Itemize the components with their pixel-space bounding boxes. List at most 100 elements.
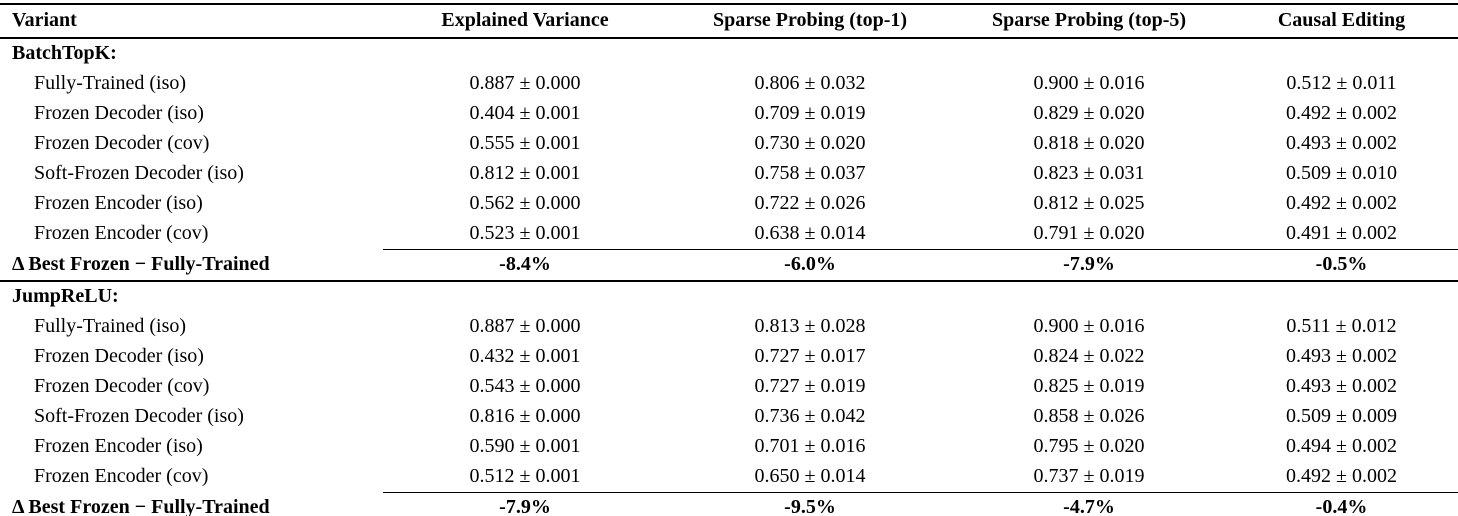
metric-value: 0.900 ± 0.016 — [1033, 72, 1145, 94]
table-row: Frozen Decoder (iso) 0.404 ± 0.001 0.709… — [0, 99, 1458, 129]
metric-value: 0.543 ± 0.000 — [469, 375, 581, 397]
variant-label: Frozen Decoder (cov) — [34, 132, 210, 154]
metric-value: 0.493 ± 0.002 — [1286, 132, 1397, 154]
table-row: Frozen Decoder (cov) 0.543 ± 0.000 0.727… — [0, 372, 1458, 402]
table-row: Soft-Frozen Decoder (iso) 0.812 ± 0.001 … — [0, 159, 1458, 189]
delta-value: -6.0% — [667, 249, 953, 282]
metric-value: 0.825 ± 0.019 — [1033, 375, 1145, 397]
delta-row: Δ Best Frozen − Fully-Trained -8.4% -6.0… — [0, 249, 1458, 282]
metric-value: 0.511 ± 0.012 — [1286, 315, 1397, 337]
metric-value: 0.492 ± 0.002 — [1286, 465, 1397, 487]
section-header-row: JumpReLU: — [0, 281, 1458, 312]
metric-value: 0.512 ± 0.011 — [1286, 72, 1397, 94]
column-header-sparse-probing-top5: Sparse Probing (top-5) — [953, 3, 1225, 39]
results-table: Variant Explained Variance Sparse Probin… — [0, 3, 1458, 516]
metric-value: 0.730 ± 0.020 — [754, 132, 866, 154]
variant-label: Frozen Encoder (cov) — [34, 222, 209, 245]
variant-label: Frozen Encoder (cov) — [34, 465, 209, 488]
metric-value: 0.512 ± 0.001 — [469, 465, 581, 487]
table-row: Frozen Encoder (iso) 0.590 ± 0.001 0.701… — [0, 432, 1458, 462]
empty-cell — [383, 281, 667, 312]
table-row: Soft-Frozen Decoder (iso) 0.816 ± 0.000 … — [0, 402, 1458, 432]
section-title-batchtopk: BatchTopK: — [12, 42, 117, 64]
metric-value: 0.736 ± 0.042 — [754, 405, 866, 427]
header-row: Variant Explained Variance Sparse Probin… — [0, 3, 1458, 39]
metric-value: 0.900 ± 0.016 — [1033, 315, 1145, 337]
table-row: Frozen Encoder (cov) 0.523 ± 0.001 0.638… — [0, 219, 1458, 250]
section-batchtopk: BatchTopK: Fully-Trained (iso) 0.887 ± 0… — [0, 38, 1458, 282]
metric-value: 0.813 ± 0.028 — [754, 315, 866, 337]
metric-value: 0.722 ± 0.026 — [754, 192, 866, 214]
variant-label: Fully-Trained (iso) — [34, 315, 187, 337]
metric-value: 0.494 ± 0.002 — [1286, 435, 1397, 457]
empty-cell — [667, 281, 953, 312]
metric-value: 0.638 ± 0.014 — [754, 222, 866, 244]
empty-cell — [667, 38, 953, 69]
column-header-causal-editing: Causal Editing — [1225, 3, 1458, 39]
delta-value: -4.7% — [953, 492, 1225, 516]
empty-cell — [383, 38, 667, 69]
variant-label: Fully-Trained (iso) — [34, 72, 187, 94]
column-header-sparse-probing-top1: Sparse Probing (top-1) — [667, 3, 953, 39]
delta-value: -7.9% — [383, 492, 667, 516]
metric-value: 0.509 ± 0.009 — [1286, 405, 1397, 427]
metric-value: 0.758 ± 0.037 — [754, 162, 866, 184]
metric-value: 0.701 ± 0.016 — [754, 435, 866, 457]
metric-value: 0.727 ± 0.017 — [754, 345, 866, 367]
variant-label: Frozen Encoder (iso) — [34, 435, 203, 457]
metric-value: 0.818 ± 0.020 — [1033, 132, 1145, 154]
metric-value: 0.590 ± 0.001 — [469, 435, 581, 457]
table-row: Fully-Trained (iso) 0.887 ± 0.000 0.813 … — [0, 312, 1458, 342]
metric-value: 0.493 ± 0.002 — [1286, 345, 1397, 367]
variant-label: Soft-Frozen Decoder (iso) — [34, 162, 244, 184]
metric-value: 0.555 ± 0.001 — [469, 132, 581, 154]
metric-value: 0.812 ± 0.025 — [1033, 192, 1145, 214]
delta-row-label: Δ Best Frozen − Fully-Trained — [12, 495, 270, 516]
variant-label: Frozen Decoder (iso) — [34, 102, 204, 124]
empty-cell — [953, 281, 1225, 312]
table-row: Fully-Trained (iso) 0.887 ± 0.000 0.806 … — [0, 69, 1458, 99]
metric-value: 0.650 ± 0.014 — [754, 465, 866, 487]
delta-row: Δ Best Frozen − Fully-Trained -7.9% -9.5… — [0, 492, 1458, 516]
table-row: Frozen Decoder (cov) 0.555 ± 0.001 0.730… — [0, 129, 1458, 159]
delta-value: -0.5% — [1225, 249, 1458, 282]
empty-cell — [1225, 281, 1458, 312]
metric-value: 0.887 ± 0.000 — [469, 72, 581, 94]
metric-value: 0.823 ± 0.031 — [1033, 162, 1145, 184]
empty-cell — [953, 38, 1225, 69]
metric-value: 0.824 ± 0.022 — [1033, 345, 1145, 367]
metric-value: 0.709 ± 0.019 — [754, 102, 866, 124]
metric-value: 0.829 ± 0.020 — [1033, 102, 1145, 124]
delta-row-label: Δ Best Frozen − Fully-Trained — [0, 249, 383, 282]
metric-value: 0.523 ± 0.001 — [469, 222, 581, 244]
delta-value: -0.4% — [1225, 492, 1458, 516]
delta-value: -7.9% — [953, 249, 1225, 282]
metric-value: 0.812 ± 0.001 — [469, 162, 581, 184]
section-title-jumprelu: JumpReLU: — [12, 285, 119, 307]
metric-value: 0.858 ± 0.026 — [1033, 405, 1145, 427]
column-header-explained-variance: Explained Variance — [383, 3, 667, 39]
metric-value: 0.492 ± 0.002 — [1286, 102, 1397, 124]
table-row: Frozen Decoder (iso) 0.432 ± 0.001 0.727… — [0, 342, 1458, 372]
variant-label: Frozen Decoder (cov) — [34, 375, 210, 397]
column-header-variant: Variant — [0, 3, 383, 39]
table-row: Frozen Encoder (cov) 0.512 ± 0.001 0.650… — [0, 462, 1458, 493]
metric-value: 0.492 ± 0.002 — [1286, 192, 1397, 214]
metric-value: 0.432 ± 0.001 — [469, 345, 581, 367]
metric-value: 0.791 ± 0.020 — [1033, 222, 1145, 244]
metric-value: 0.816 ± 0.000 — [469, 405, 581, 427]
delta-value: -8.4% — [383, 249, 667, 282]
metric-value: 0.404 ± 0.001 — [469, 102, 581, 124]
variant-label: Soft-Frozen Decoder (iso) — [34, 405, 244, 427]
metric-value: 0.493 ± 0.002 — [1286, 375, 1397, 397]
section-header-row: BatchTopK: — [0, 38, 1458, 69]
metric-value: 0.887 ± 0.000 — [469, 315, 581, 337]
metric-value: 0.806 ± 0.032 — [754, 72, 866, 94]
metric-value: 0.737 ± 0.019 — [1033, 465, 1145, 487]
variant-label: Frozen Decoder (iso) — [34, 345, 204, 367]
metric-value: 0.491 ± 0.002 — [1286, 222, 1397, 244]
section-jumprelu: JumpReLU: Fully-Trained (iso) 0.887 ± 0.… — [0, 281, 1458, 516]
metric-value: 0.727 ± 0.019 — [754, 375, 866, 397]
metric-value: 0.509 ± 0.010 — [1286, 162, 1397, 184]
